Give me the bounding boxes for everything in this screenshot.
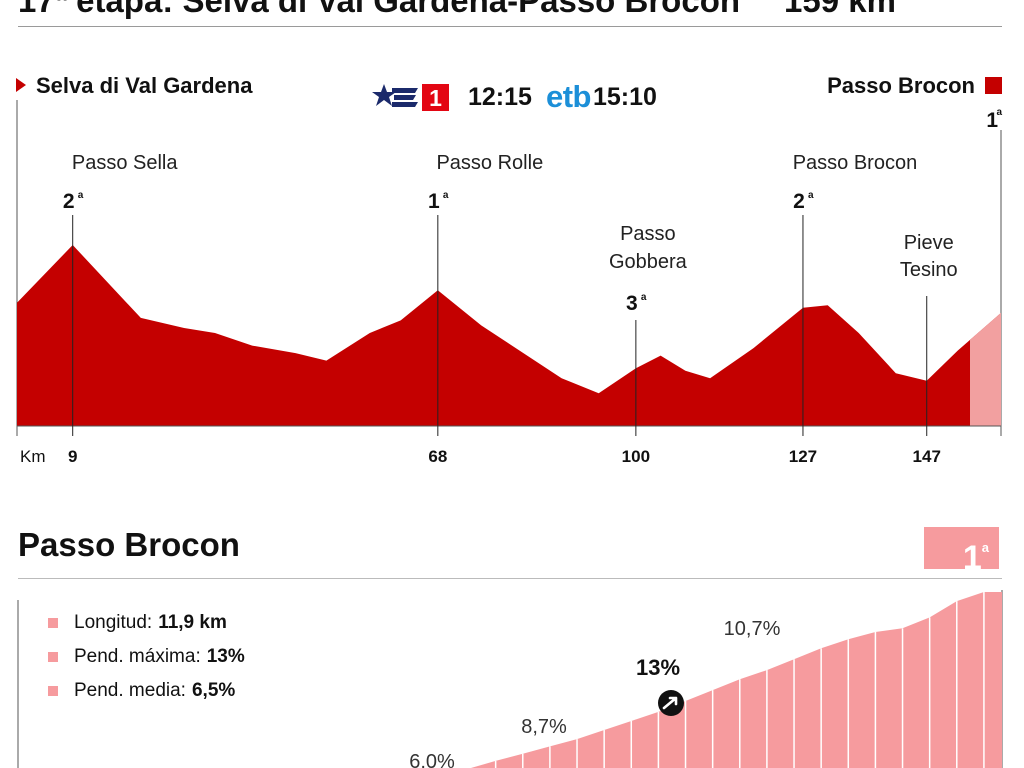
climb-name-label: Pieve xyxy=(904,232,954,254)
segment-gradient-label: 8,7% xyxy=(521,716,567,738)
profile-area xyxy=(17,245,1001,426)
bullet-icon xyxy=(48,652,58,662)
climb-name-label: Gobbera xyxy=(609,251,688,273)
fact-value: 11,9 km xyxy=(158,612,227,633)
bullet-icon xyxy=(48,686,58,696)
x-tick-label: 100 xyxy=(622,447,650,466)
finish-town: Passo Brocon xyxy=(827,73,975,98)
x-tick-label: 147 xyxy=(913,447,941,466)
title-divider xyxy=(18,26,1002,27)
climb-title: Passo Brocon xyxy=(18,526,240,563)
etb-logo: etb xyxy=(545,79,592,114)
climb-category-label: 1 xyxy=(428,190,440,213)
finish-label: Passo Brocon xyxy=(827,73,1002,99)
climb-facts: Longitud: 11,9 km Pend. máxima: 13% Pend. … xyxy=(48,606,245,708)
climb-category-badge: 1a xyxy=(924,527,999,577)
fact-label: Pend. media: xyxy=(74,680,186,701)
tve-la1-logo: 1 xyxy=(372,84,449,111)
start-marker-icon xyxy=(16,78,26,92)
svg-text:1: 1 xyxy=(429,85,442,111)
fact-value: 6,5% xyxy=(191,680,236,701)
stage-distance: 159 km xyxy=(784,0,896,19)
segment-gradient-label: 6,0% xyxy=(409,751,455,768)
fact-avg-gradient: Pend. media: 6,5% xyxy=(48,674,245,708)
max-gradient-label: 13% xyxy=(636,655,680,680)
stage-name: 17ª etapa: Selva di Val Gardena-Passo Br… xyxy=(18,0,741,19)
finish-marker-icon xyxy=(985,77,1002,94)
climb-divider xyxy=(18,578,1002,579)
climb-category-suffix: a xyxy=(443,190,449,201)
stage-title: 17ª etapa: Selva di Val Gardena-Passo Br… xyxy=(18,0,896,20)
fact-max-gradient: Pend. máxima: 13% xyxy=(48,640,245,674)
climb-category-label: 3 xyxy=(626,292,638,315)
start-label: Selva di Val Gardena xyxy=(16,73,252,99)
climb-category-label: 1 xyxy=(986,109,998,132)
x-tick-label: 127 xyxy=(789,447,817,466)
x-axis-label: Km xyxy=(20,447,46,466)
climb-category: 1 xyxy=(962,539,982,577)
climb-name-label: Tesino xyxy=(900,259,958,281)
x-tick-label: 68 xyxy=(428,447,447,466)
climb-category-suffix: a xyxy=(996,107,1002,118)
climb-area xyxy=(470,592,1002,768)
climb-category-suffix: a xyxy=(808,190,814,201)
fact-label: Pend. máxima: xyxy=(74,646,201,667)
climb-name-label: Passo xyxy=(620,223,676,245)
channel-2-time: 15:10 xyxy=(592,82,657,111)
x-tick-label: 9 xyxy=(68,447,77,466)
climb-category-label: 2 xyxy=(793,190,805,213)
broadcast-times: 1 12:15 etb 15:10 xyxy=(370,79,657,114)
channel-1-time: 12:15 xyxy=(468,82,532,111)
fact-value: 13% xyxy=(206,646,245,667)
climb-name-label: Passo Rolle xyxy=(436,152,543,174)
arrow-up-right-icon xyxy=(662,696,678,710)
start-town: Selva di Val Gardena xyxy=(36,73,253,98)
climb-name-label: Passo Sella xyxy=(72,152,178,174)
bullet-icon xyxy=(48,618,58,628)
climb-category-suffix: a xyxy=(78,190,84,201)
fact-label: Longitud: xyxy=(74,612,153,633)
climb-category-label: 2 xyxy=(63,190,75,213)
final-climb-area xyxy=(970,312,1001,426)
fact-length: Longitud: 11,9 km xyxy=(48,606,245,640)
climb-name-label: Passo Brocon xyxy=(793,152,918,174)
segment-gradient-label: 10,7% xyxy=(724,618,781,640)
climb-category-suffix: a xyxy=(641,292,647,303)
